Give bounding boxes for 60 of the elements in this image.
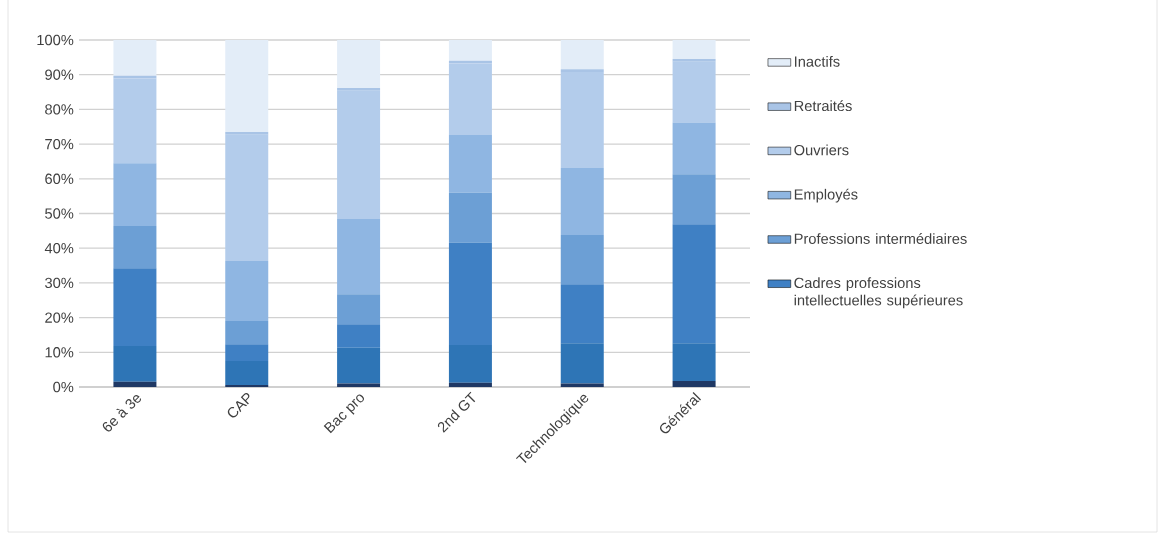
bar <box>225 360 269 385</box>
bar <box>225 384 269 387</box>
legend-label: Retraités <box>794 100 852 112</box>
bar <box>672 122 716 175</box>
bar <box>672 343 716 382</box>
bar <box>337 40 381 88</box>
bar <box>113 268 157 347</box>
y-tick-label: 40% <box>44 243 74 254</box>
bar <box>560 343 604 384</box>
bar <box>337 324 381 348</box>
y-tick-label: 60% <box>45 173 74 184</box>
x-tick-label: Bac pro <box>323 394 365 434</box>
bar <box>448 40 492 61</box>
legend-label: Ouvriers <box>794 144 849 156</box>
bar <box>448 242 492 346</box>
bar <box>225 321 269 345</box>
bar <box>560 168 604 236</box>
y-tick-label: 70% <box>45 138 74 150</box>
legend-label: Employés <box>794 188 858 203</box>
x-tick-label: 2nd GT <box>437 391 476 433</box>
bar <box>560 71 604 169</box>
y-tick-label: 20% <box>45 312 74 323</box>
bar <box>672 40 716 60</box>
bar <box>337 219 381 295</box>
bar <box>113 346 157 382</box>
y-tick-label: 30% <box>45 277 74 289</box>
bar <box>672 224 716 344</box>
bar <box>113 163 157 226</box>
bar <box>448 345 492 383</box>
legend-label: Professions intermédiaires <box>794 233 967 244</box>
bar <box>113 40 157 76</box>
legend-label: Inactifs <box>795 56 840 67</box>
bar <box>672 174 716 225</box>
bar <box>672 381 716 387</box>
bar <box>225 134 269 262</box>
legend-label: Cadres professions intellectuelles supérieures <box>794 277 963 309</box>
bar <box>337 347 381 384</box>
bar <box>225 40 269 132</box>
bar <box>672 61 716 123</box>
bar <box>560 235 604 285</box>
y-tick-label: 80% <box>45 104 74 115</box>
y-tick-label: 100% <box>37 34 74 46</box>
bar <box>113 381 157 387</box>
bar <box>560 284 604 344</box>
y-tick-label: 90% <box>45 69 74 80</box>
bar <box>113 78 157 164</box>
y-tick-label: 50% <box>45 208 74 219</box>
bar <box>113 225 157 269</box>
bar <box>448 135 492 193</box>
bar <box>225 261 269 322</box>
bar <box>225 344 269 361</box>
x-tick-label: 6e à 3e <box>102 395 141 432</box>
bar <box>448 382 492 387</box>
y-tick-label: 0% <box>53 381 74 393</box>
bar <box>560 40 604 70</box>
bar <box>337 294 381 325</box>
bar <box>448 192 492 243</box>
bar <box>448 63 492 136</box>
bar <box>337 90 381 220</box>
y-tick-label: 10% <box>45 347 74 358</box>
